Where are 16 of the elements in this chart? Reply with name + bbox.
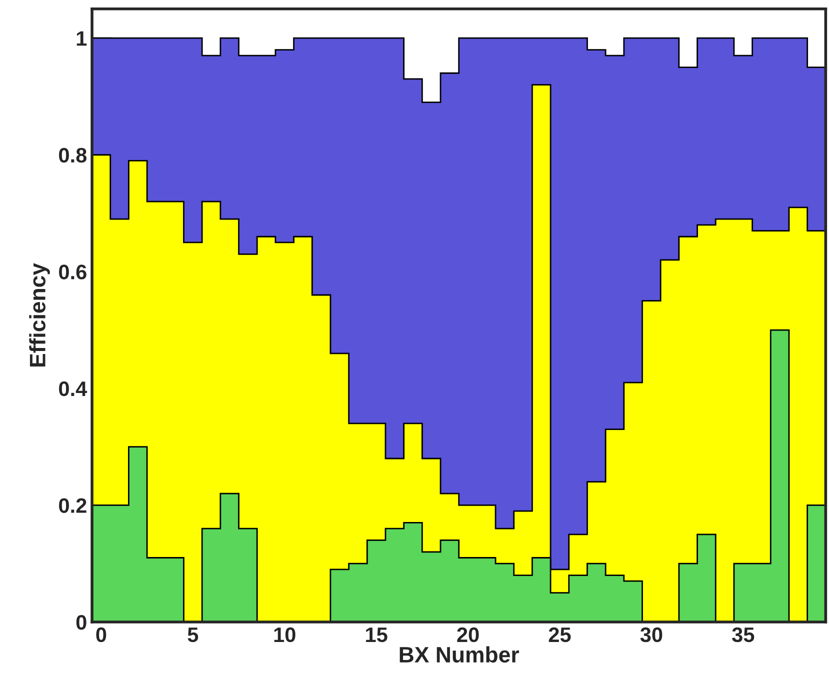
- x-tick-label: 20: [457, 627, 479, 642]
- y-tick-label: 0.6: [59, 264, 86, 280]
- x-tick-label: 25: [548, 627, 571, 642]
- x-tick-label: 15: [366, 628, 388, 642]
- y-tick-label: 1: [76, 31, 87, 46]
- x-tick-label: 30: [640, 627, 662, 642]
- y-tick-label: 0.8: [59, 148, 87, 163]
- x-tick-label: 35: [732, 627, 754, 642]
- x-axis-title: BX Number: [400, 646, 520, 663]
- y-tick-label: 0.2: [59, 498, 86, 513]
- y-tick-label: 0: [76, 614, 86, 630]
- y-tick-label: 0.4: [59, 381, 88, 396]
- x-tick-label: 10: [274, 627, 296, 642]
- y-axis-title: Efficiency: [29, 263, 50, 366]
- x-tick-label: 5: [188, 628, 198, 642]
- x-tick-label: 0: [96, 627, 106, 642]
